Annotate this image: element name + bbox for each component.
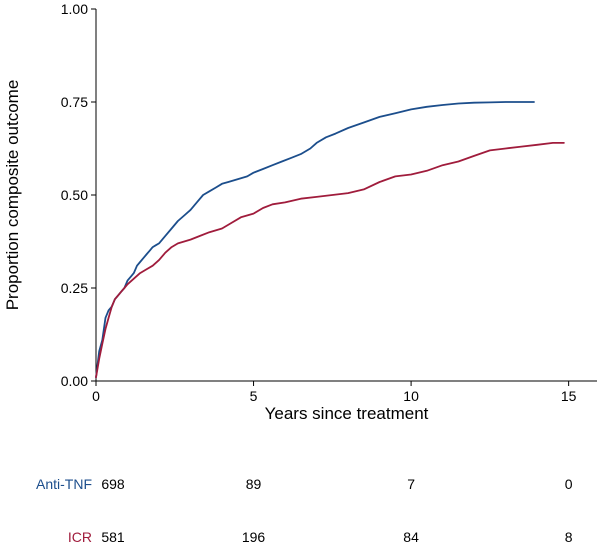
risk-table-count: 8	[565, 529, 573, 545]
risk-table-count: 0	[565, 476, 573, 492]
x-tick-label: 5	[250, 388, 258, 404]
x-tick-label: 10	[403, 388, 419, 404]
risk-table-count: 7	[407, 476, 415, 492]
x-tick-label: 15	[561, 388, 577, 404]
y-tick-label: 0.50	[61, 187, 88, 203]
y-tick-label: 0.75	[61, 94, 88, 110]
x-tick-label: 0	[92, 388, 100, 404]
risk-table-count: 196	[242, 529, 266, 545]
risk-table-label-icr: ICR	[68, 529, 92, 545]
risk-table-count: 698	[101, 476, 125, 492]
risk-table-count: 581	[101, 529, 125, 545]
risk-table-count: 89	[246, 476, 262, 492]
y-tick-label: 0.25	[61, 280, 88, 296]
y-axis-title: Proportion composite outcome	[3, 80, 22, 311]
risk-table: Anti-TNF 698 89 7 0 ICR 581 196 84 8	[36, 476, 573, 545]
series-line-icr	[95, 141, 565, 379]
axes-layer: 0.00 0.25 0.50 0.75 1.00 0 5 10 15 Years since tr…	[3, 1, 597, 423]
risk-table-count: 84	[403, 529, 419, 545]
y-tick-label: 1.00	[61, 1, 88, 17]
series-layer	[95, 101, 565, 379]
y-tick-label: 0.00	[61, 373, 88, 389]
x-axis-title: Years since treatment	[265, 404, 429, 423]
series-line-anti-tnf	[95, 101, 535, 379]
risk-table-label-anti-tnf: Anti-TNF	[36, 476, 92, 492]
